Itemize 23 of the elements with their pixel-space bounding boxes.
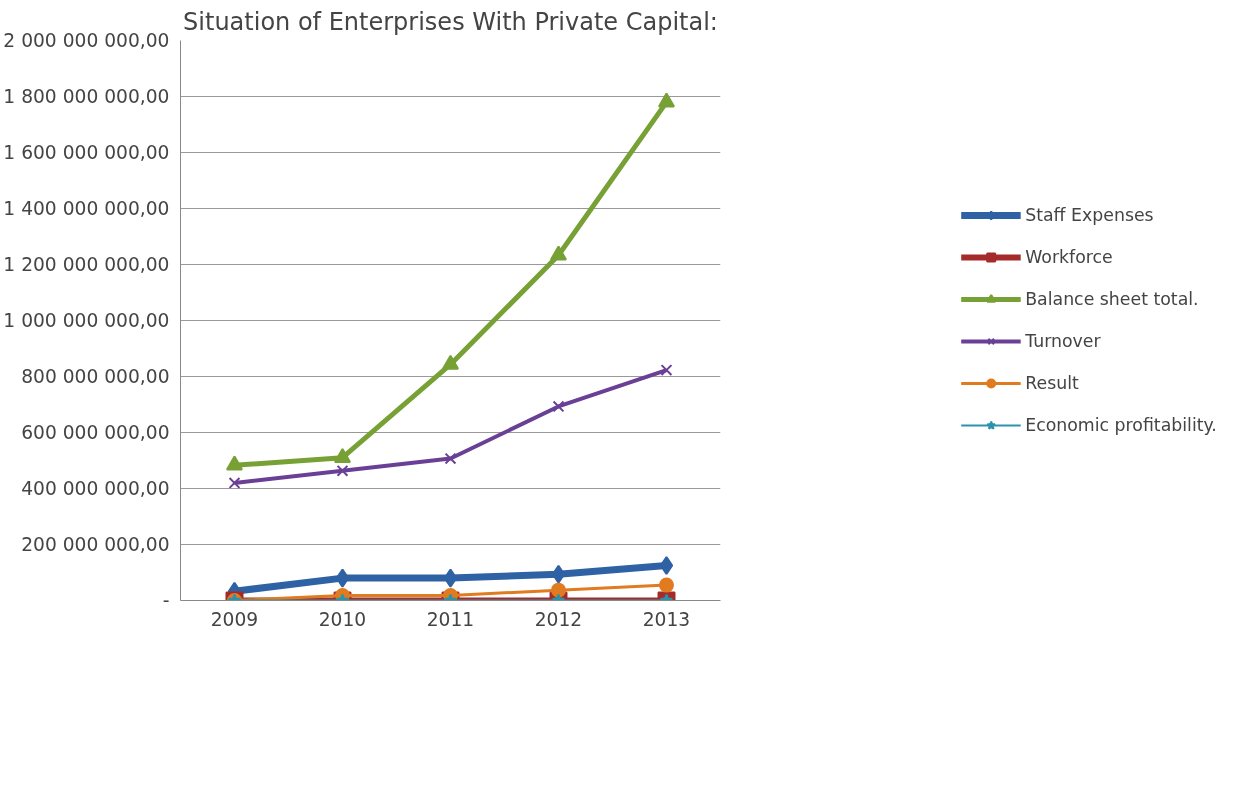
- legend-label: Balance sheet total.: [1025, 289, 1199, 309]
- y-tick-label: 1 600 000 000,00: [3, 142, 170, 163]
- x-tick-label: 2009: [210, 608, 259, 630]
- legend-label: Staff Expenses: [1025, 205, 1154, 225]
- y-tick-label: 200 000 000,00: [21, 534, 170, 555]
- legend-label: Economic profitability.: [1025, 415, 1217, 435]
- x-tick-label: 2012: [534, 608, 583, 630]
- chart-title: Situation of Enterprises With Private Capital:: [183, 7, 718, 36]
- y-tick-label: 1 400 000 000,00: [3, 198, 170, 219]
- y-tick-label: 2 000 000 000,00: [3, 30, 170, 51]
- y-tick-label: 800 000 000,00: [21, 366, 170, 387]
- y-tick-label: 1 200 000 000,00: [3, 254, 170, 275]
- x-tick-label: 2011: [426, 608, 475, 630]
- legend-label: Turnover: [1025, 331, 1101, 351]
- y-tick-label: 1 000 000 000,00: [3, 310, 170, 331]
- y-tick-label: 400 000 000,00: [21, 478, 170, 499]
- y-tick-label: 1 800 000 000,00: [3, 86, 170, 107]
- legend-label: Workforce: [1025, 247, 1113, 267]
- x-tick-label: 2013: [642, 608, 691, 630]
- y-tick-label: 600 000 000,00: [21, 422, 170, 443]
- legend-label: Result: [1025, 373, 1079, 393]
- y-tick-label: -: [162, 590, 170, 611]
- x-tick-label: 2010: [318, 608, 367, 630]
